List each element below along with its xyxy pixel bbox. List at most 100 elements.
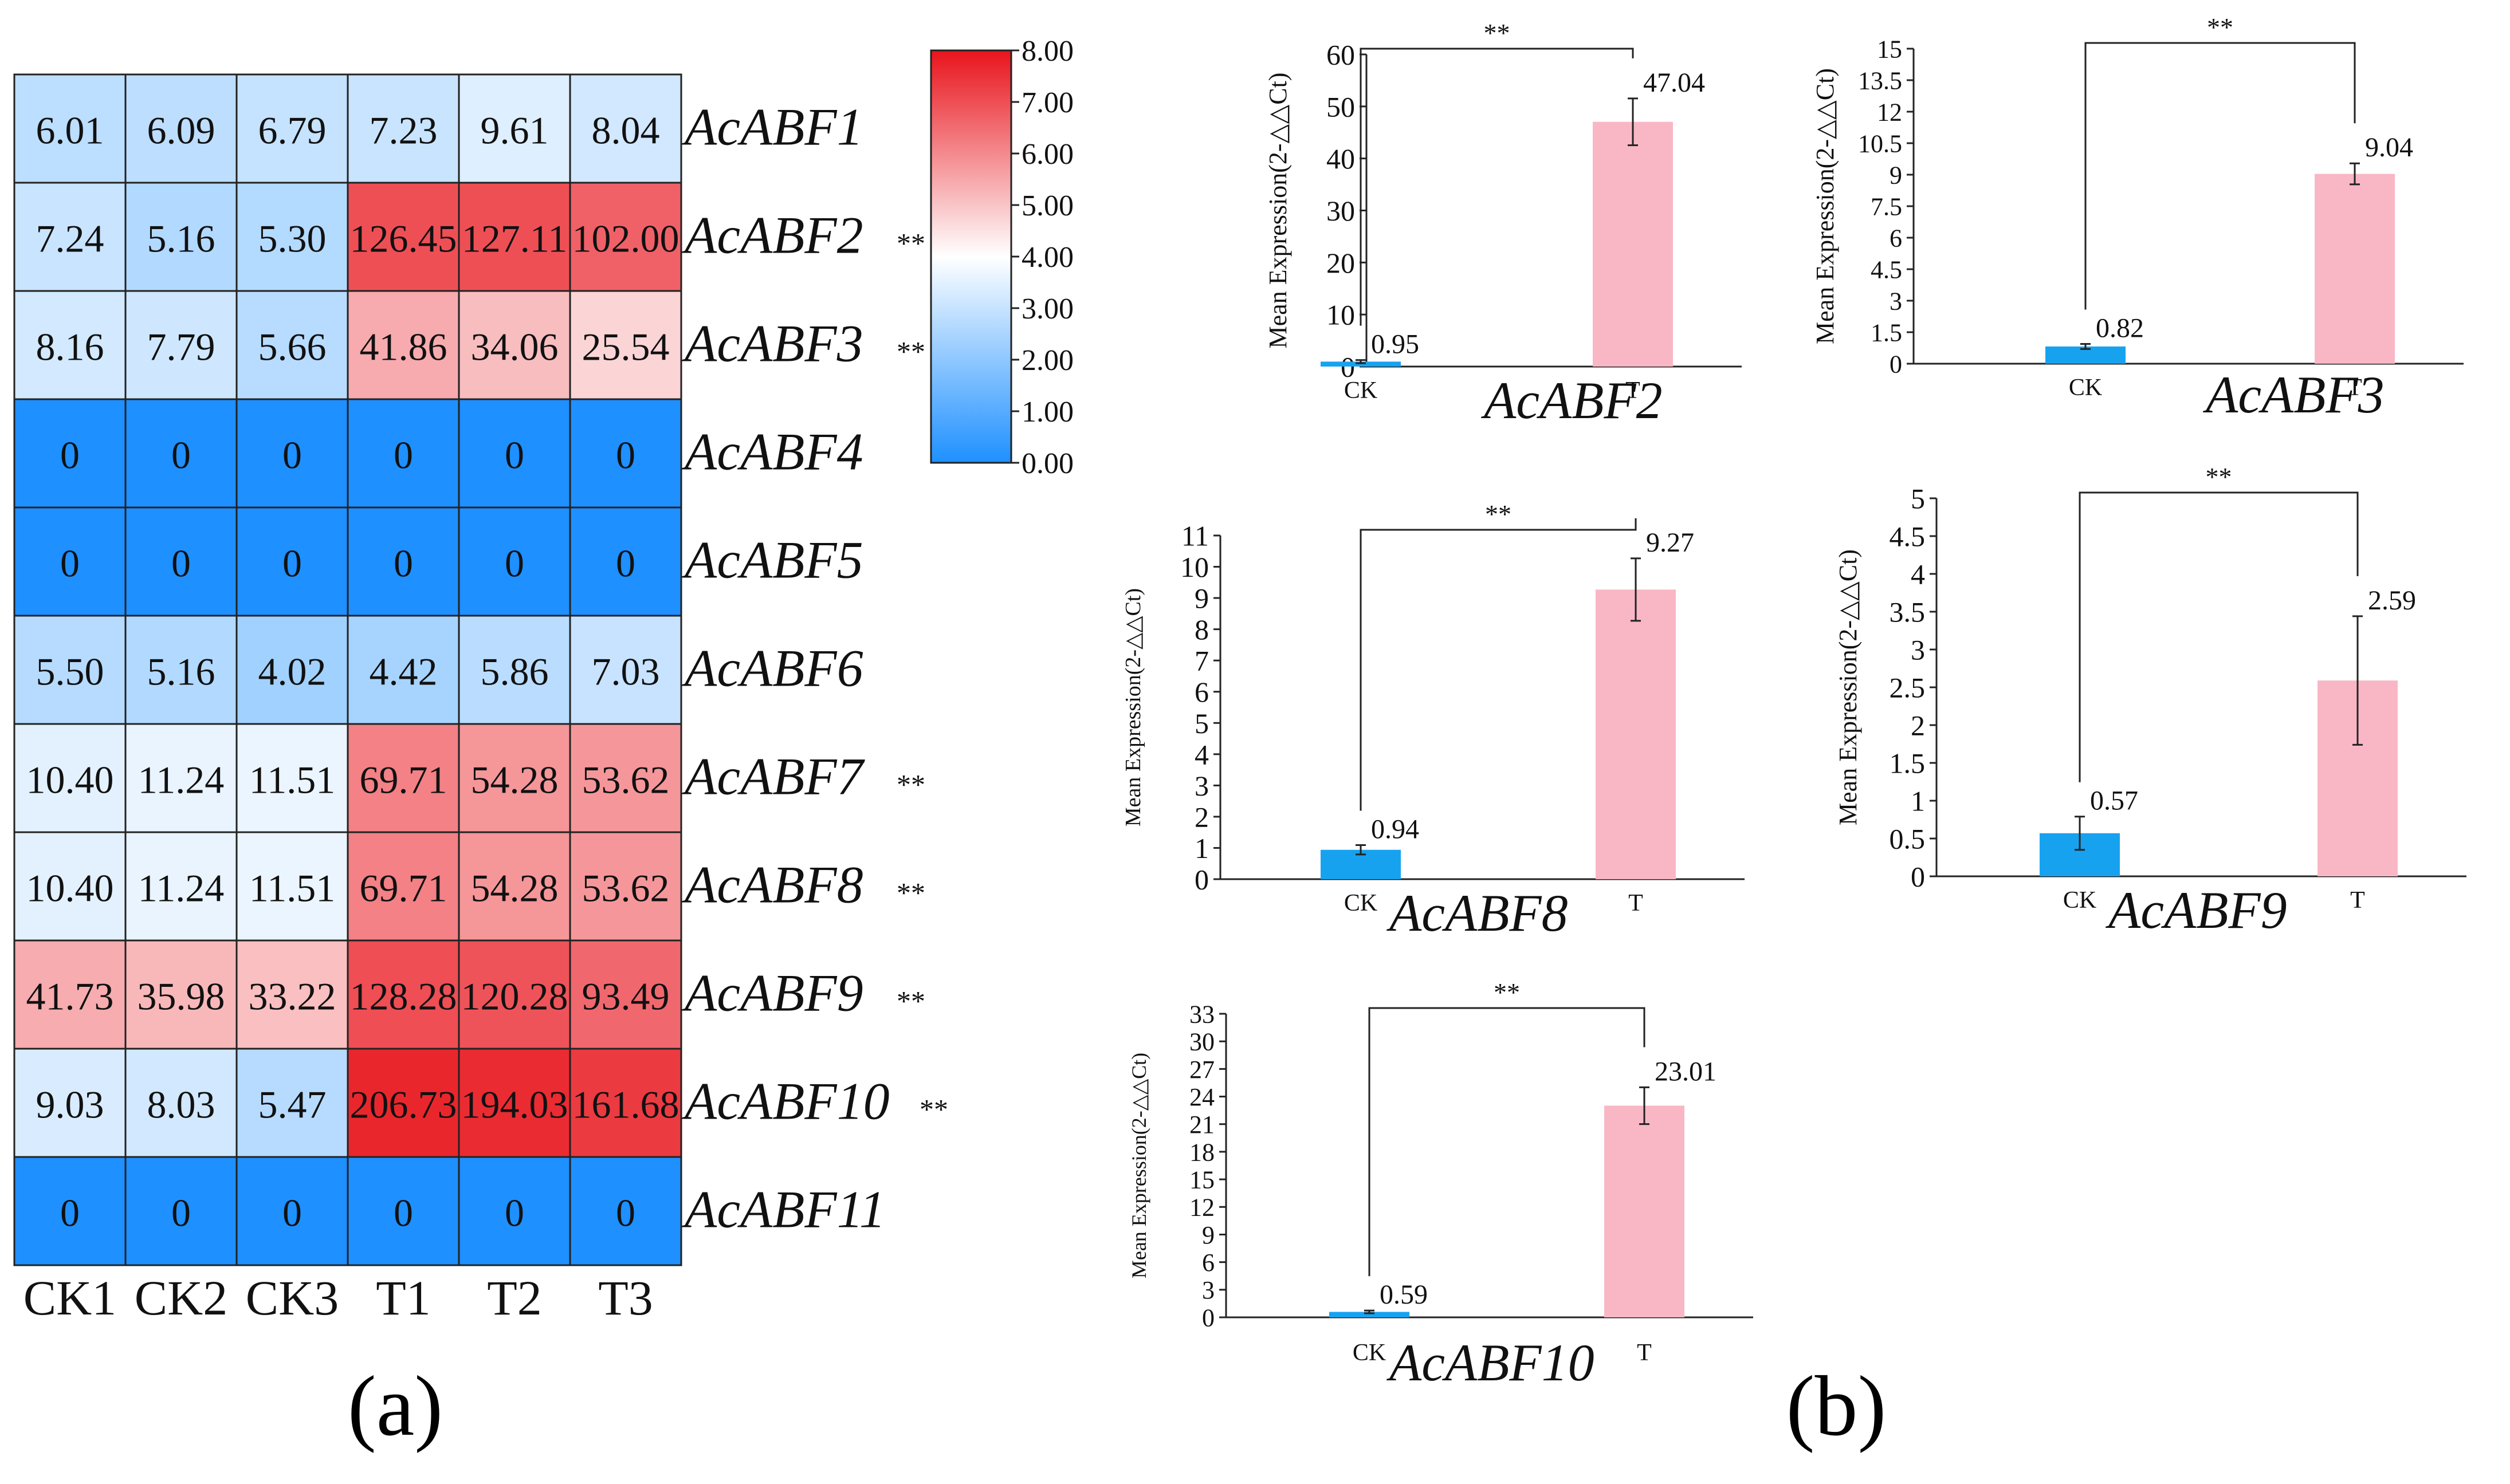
significance-mark: **	[2207, 13, 2233, 42]
heatmap-cell	[235, 723, 349, 833]
heatmap-cell-value: 7.23	[370, 109, 438, 152]
heatmap-cell-value: 10.40	[26, 867, 114, 910]
heatmap-cell	[458, 1048, 571, 1158]
heatmap-cell-value: 0	[505, 434, 524, 477]
heatmap-row-label: AcABF2	[681, 206, 863, 265]
heatmap-cell-value: 6.09	[147, 109, 215, 152]
heatmap-column-label: T2	[487, 1270, 542, 1325]
color-scale-tick-label: 4.00	[1022, 241, 1074, 274]
y-tick-label: 4	[1911, 558, 1925, 591]
y-tick-label: 6	[1195, 676, 1209, 708]
heatmap-cell-value: 10.40	[26, 758, 114, 802]
heatmap-cell-value: 5.86	[481, 650, 549, 694]
heatmap-cell-value: 0	[394, 542, 413, 585]
heatmap-cell-value: 127.11	[462, 217, 567, 261]
significance-mark: **	[2206, 462, 2232, 491]
category-label: T	[1625, 377, 1640, 404]
heatmap-cell	[569, 506, 682, 617]
heatmap-cell	[569, 615, 682, 725]
significance-bracket	[2079, 491, 2359, 782]
value-label: 23.01	[1655, 1056, 1716, 1087]
heatmap-cell	[235, 831, 349, 942]
y-tick-label: 4	[1195, 738, 1209, 770]
heatmap-cell-value: 35.98	[138, 975, 225, 1018]
heatmap-column-label: T1	[376, 1270, 431, 1325]
heatmap-significance-mark: **	[897, 336, 925, 368]
heatmap-cell	[124, 73, 238, 184]
heatmap-cell	[13, 615, 127, 725]
category-label: CK	[1353, 1340, 1386, 1366]
y-tick-label: 6	[1890, 224, 1902, 252]
heatmap-cell-value: 194.03	[461, 1083, 568, 1127]
y-tick-label: 5	[1911, 483, 1925, 515]
y-tick-label: 40	[1326, 143, 1355, 175]
category-label: T	[1628, 890, 1643, 916]
heatmap-cell-value: 0	[505, 542, 524, 585]
heatmap-cell	[124, 939, 238, 1050]
bar-T	[1593, 121, 1673, 367]
heatmap-significance-mark: **	[897, 985, 925, 1017]
heatmap-cell	[124, 290, 238, 400]
y-tick-label: 7	[1195, 645, 1209, 677]
heatmap-cell	[235, 398, 349, 509]
heatmap-cell-value: 5.47	[258, 1083, 327, 1127]
y-tick-label: 3	[1202, 1276, 1215, 1304]
heatmap-cell-value: 34.06	[471, 325, 559, 369]
y-tick-label: 9	[1195, 582, 1209, 615]
heatmap-cell	[347, 506, 460, 617]
heatmap-cell-value: 69.71	[360, 867, 447, 910]
y-tick-label: 30	[1189, 1028, 1215, 1056]
y-tick-label: 0	[1195, 864, 1209, 896]
heatmap-cell-value: 11.24	[138, 867, 224, 910]
heatmap-cell	[347, 1156, 460, 1266]
y-tick-label: 3.5	[1890, 596, 1926, 628]
heatmap-cell-value: 0	[394, 1191, 413, 1235]
heatmap-column-label: CK2	[135, 1270, 227, 1325]
heatmap-cell-value: 6.01	[36, 109, 104, 152]
y-tick-label: 9	[1202, 1221, 1215, 1249]
heatmap-cell-value: 8.03	[147, 1083, 215, 1127]
heatmap-cell-value: 11.51	[249, 867, 335, 910]
y-tick-label: 27	[1189, 1056, 1215, 1084]
heatmap-cell	[458, 831, 571, 942]
heatmap-cell-value: 5.16	[147, 650, 215, 694]
heatmap-cell-value: 0	[616, 434, 635, 477]
y-tick-label: 5	[1195, 707, 1209, 739]
heatmap-cell	[124, 723, 238, 833]
heatmap-row-label: AcABF8	[681, 856, 863, 914]
heatmap-cell-value: 4.42	[370, 650, 438, 694]
heatmap-row-label: AcABF7	[681, 747, 866, 806]
bar-chart-AcABF2: 0 10 20 30 40 50 60 Mean Expression(2-△△Ct) 0.95…	[1264, 18, 1742, 430]
heatmap-cell	[347, 831, 460, 942]
category-label: CK	[1344, 890, 1377, 916]
heatmap-cell	[569, 723, 682, 833]
heatmap-significance-mark: **	[897, 769, 925, 801]
y-tick-label: 11	[1181, 520, 1209, 552]
heatmap-cell	[569, 398, 682, 509]
color-scale-bar	[930, 49, 1012, 464]
chart-title: AcABF8	[1386, 884, 1568, 942]
category-label: T	[2347, 375, 2362, 401]
category-label: T	[2350, 887, 2365, 914]
bar-T	[1596, 589, 1676, 879]
heatmap-cell-value: 5.16	[147, 217, 215, 261]
color-scale-tick-label: 8.00	[1022, 35, 1074, 68]
significance-bracket	[1360, 518, 1637, 811]
heatmap-cell-value: 5.66	[258, 325, 327, 369]
heatmap-cell-value: 0	[282, 542, 302, 585]
y-tick-label: 8	[1195, 613, 1209, 645]
heatmap-cell-value: 120.28	[461, 975, 568, 1018]
heatmap-significance-mark: **	[897, 877, 925, 909]
y-tick-label: 1.5	[1871, 318, 1902, 347]
y-tick-label: 0	[1202, 1304, 1215, 1332]
heatmap-row-label: AcABF1	[681, 98, 863, 156]
heatmap-cell	[569, 182, 682, 292]
y-tick-label: 12	[1189, 1194, 1215, 1222]
heatmap-cell	[569, 831, 682, 942]
heatmap-cell	[458, 290, 571, 400]
heatmap-cell	[124, 1048, 238, 1158]
y-tick-label: 24	[1189, 1083, 1215, 1111]
y-tick-label: 6	[1202, 1249, 1215, 1277]
